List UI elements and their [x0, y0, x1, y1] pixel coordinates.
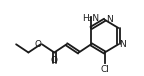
Text: O: O — [51, 56, 58, 65]
Text: H₂N: H₂N — [83, 14, 100, 23]
Text: N: N — [106, 15, 113, 24]
Text: N: N — [119, 40, 126, 49]
Text: Cl: Cl — [100, 65, 109, 74]
Text: O: O — [34, 40, 41, 49]
